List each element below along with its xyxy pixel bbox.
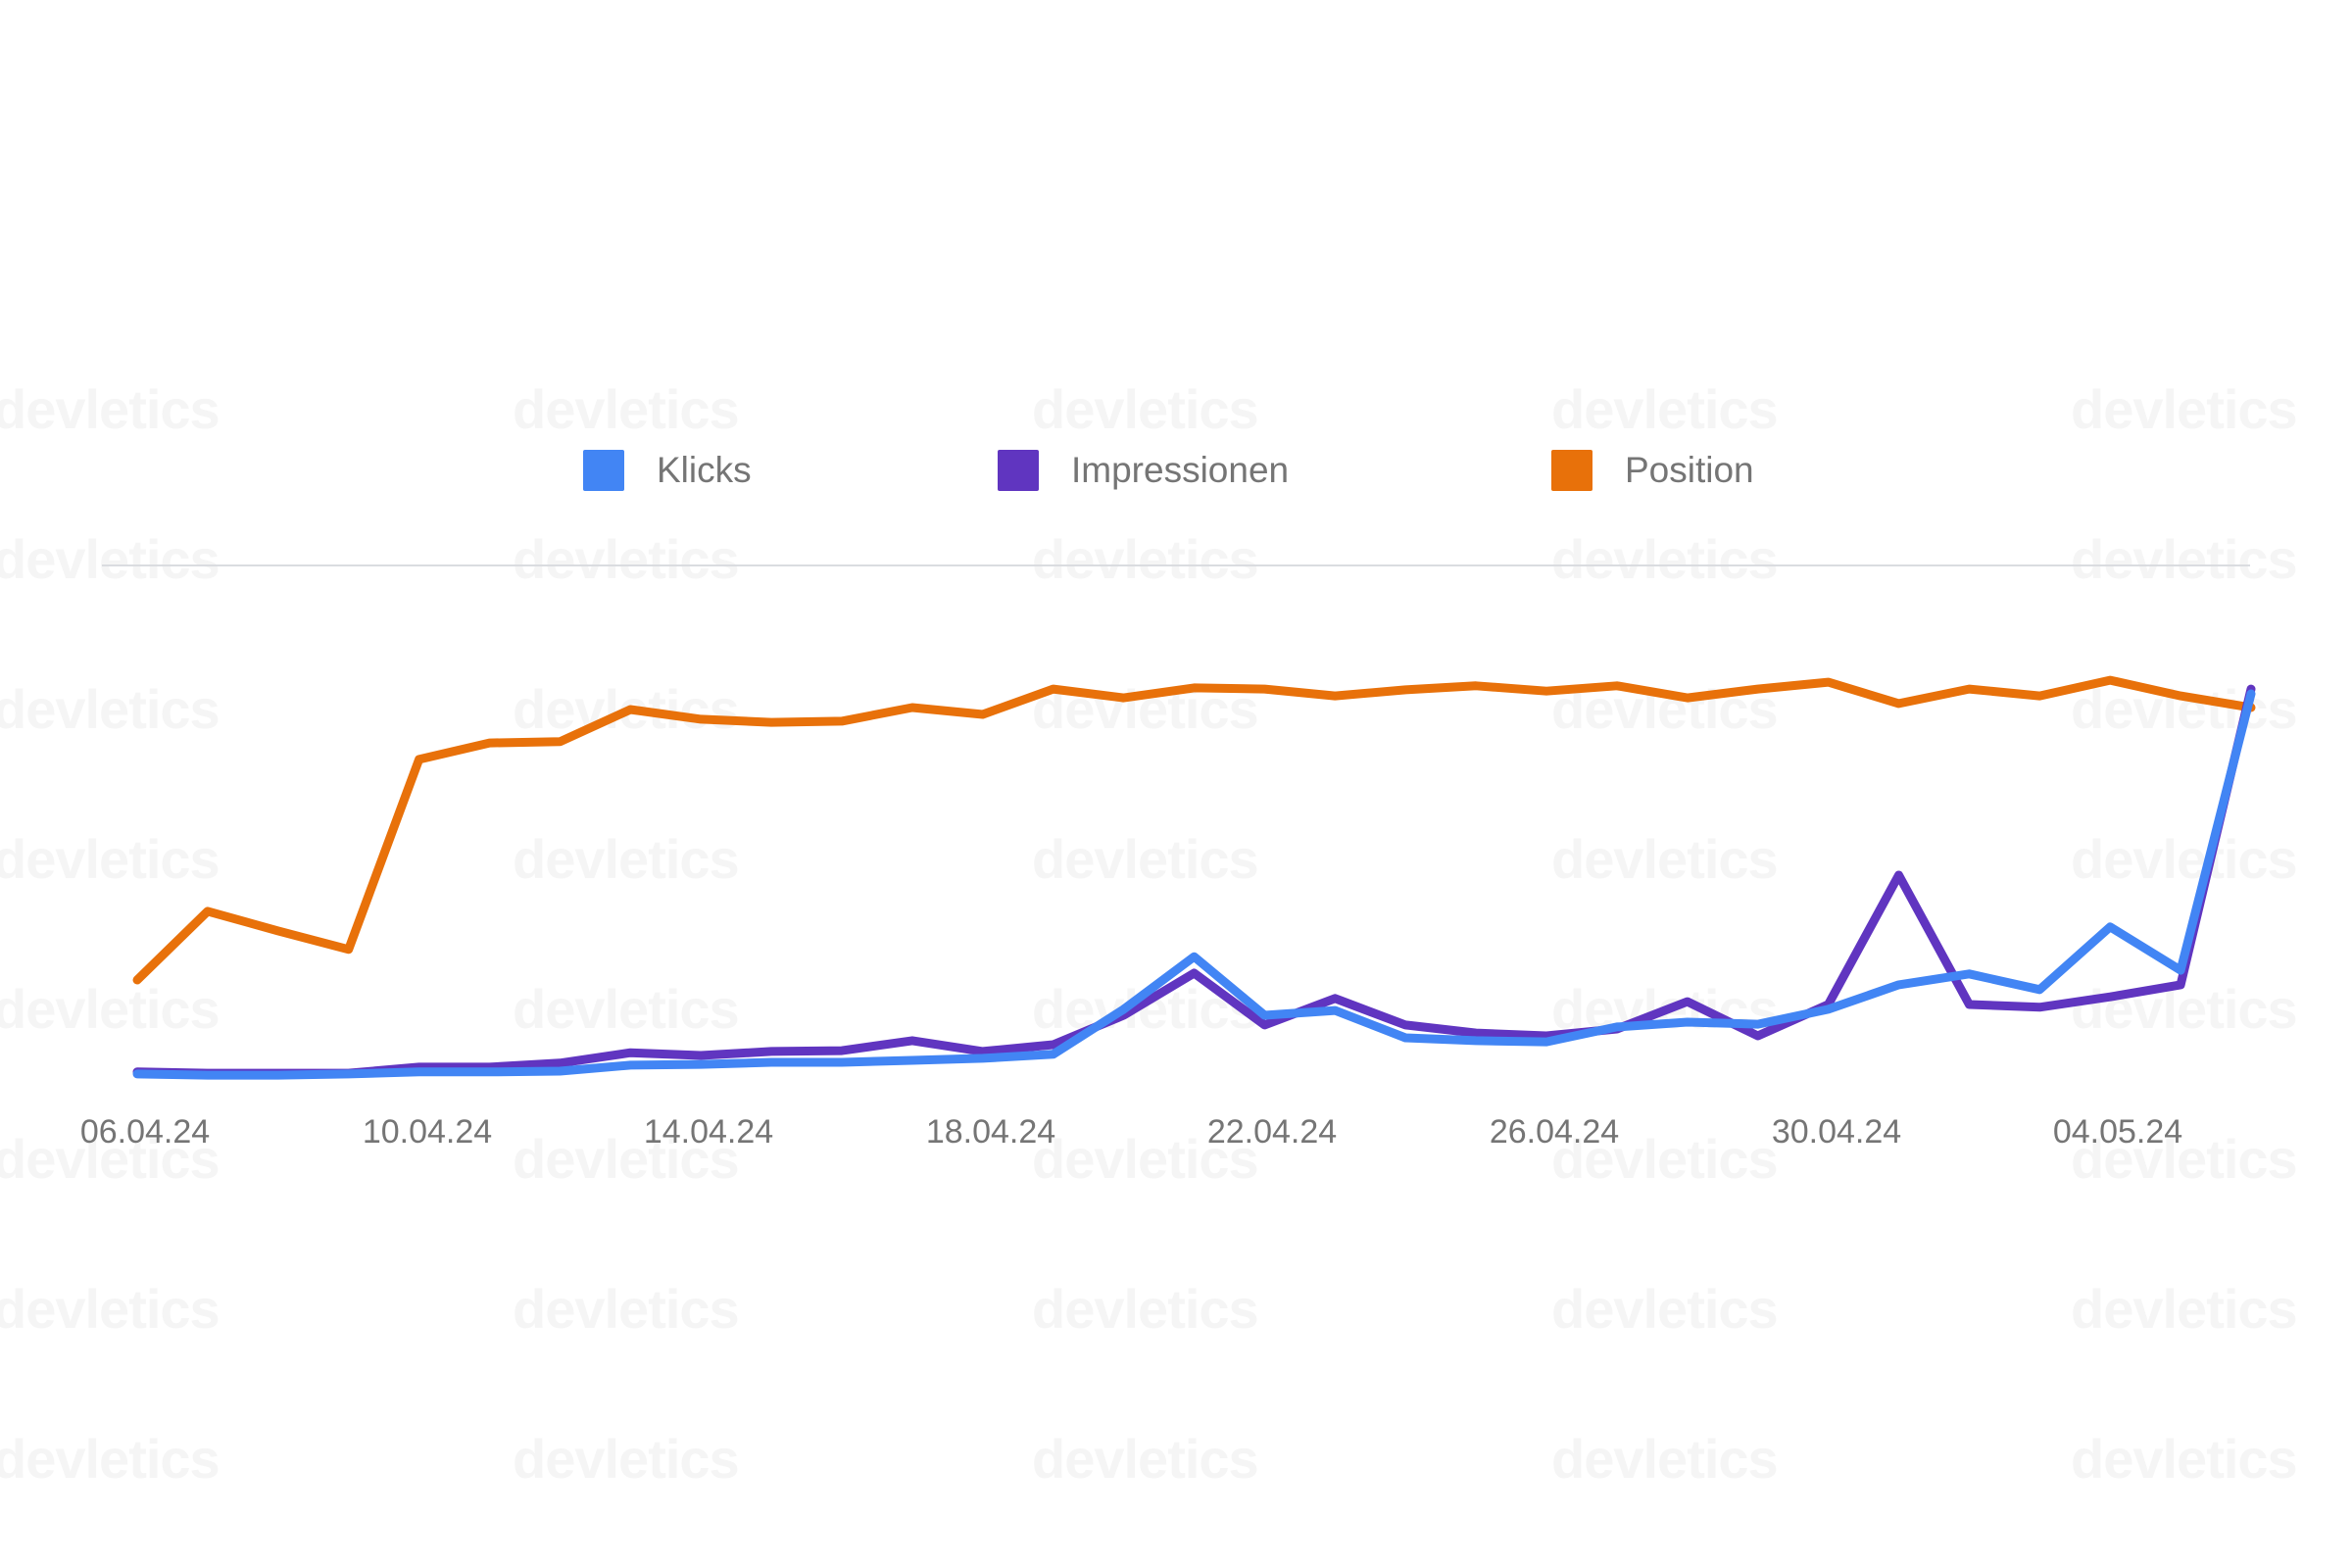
x-tick-label: 06.04.24 bbox=[79, 1113, 211, 1151]
watermark-text: devletics bbox=[1551, 528, 1779, 590]
watermark-text: devletics bbox=[1032, 1128, 1259, 1190]
watermark-text: devletics bbox=[0, 828, 220, 890]
watermark-text: devletics bbox=[513, 1278, 740, 1340]
klicks-swatch bbox=[583, 450, 624, 491]
watermark-text: devletics bbox=[513, 978, 740, 1040]
x-tick-label: 14.04.24 bbox=[643, 1113, 774, 1151]
watermark-text: devletics bbox=[2071, 978, 2298, 1040]
watermark-text: devletics bbox=[2071, 1128, 2298, 1190]
watermark-text: devletics bbox=[1032, 1278, 1259, 1340]
watermark-text: devletics bbox=[513, 378, 740, 440]
watermark-text: devletics bbox=[0, 1428, 220, 1490]
watermark-text: devletics bbox=[2071, 678, 2298, 740]
watermark-text: devletics bbox=[1551, 1128, 1779, 1190]
watermark-text: devletics bbox=[2071, 378, 2298, 440]
x-tick-label: 22.04.24 bbox=[1206, 1113, 1338, 1151]
legend-item-klicks[interactable]: Klicks bbox=[583, 449, 752, 492]
legend-label-impressionen: Impressionen bbox=[1071, 450, 1290, 490]
watermark-text: devletics bbox=[0, 1278, 220, 1340]
watermark-text: devletics bbox=[0, 678, 220, 740]
watermark-text: devletics bbox=[1032, 828, 1259, 890]
watermark-text: devletics bbox=[513, 528, 740, 590]
legend-label-position: Position bbox=[1625, 450, 1754, 490]
watermark-text: devletics bbox=[1551, 828, 1779, 890]
watermark-text: devletics bbox=[513, 1428, 740, 1490]
position-swatch bbox=[1551, 450, 1592, 491]
watermark-text: devletics bbox=[2071, 528, 2298, 590]
watermark-text: devletics bbox=[1551, 378, 1779, 440]
watermark-text: devletics bbox=[0, 528, 220, 590]
legend-item-position[interactable]: Position bbox=[1551, 449, 1754, 492]
impressionen-line[interactable] bbox=[132, 684, 2256, 1078]
x-tick-label: 04.05.24 bbox=[2052, 1113, 2183, 1151]
x-tick-label: 10.04.24 bbox=[362, 1113, 493, 1151]
watermark-text: devletics bbox=[1032, 1428, 1259, 1490]
watermark-text: devletics bbox=[513, 1128, 740, 1190]
watermark-text: devletics bbox=[2071, 1428, 2298, 1490]
divider-line bbox=[102, 564, 2250, 566]
watermark-text: devletics bbox=[1032, 528, 1259, 590]
x-tick-label: 18.04.24 bbox=[925, 1113, 1056, 1151]
watermark-text: devletics bbox=[1032, 378, 1259, 440]
watermark-text: devletics bbox=[1551, 1428, 1779, 1490]
watermark-text: devletics bbox=[0, 978, 220, 1040]
position-line[interactable] bbox=[132, 675, 2256, 985]
chart-legend: Klicks Impressionen Position bbox=[0, 449, 2352, 492]
legend-label-klicks: Klicks bbox=[657, 450, 752, 490]
x-tick-label: 26.04.24 bbox=[1489, 1113, 1620, 1151]
legend-item-impressionen[interactable]: Impressionen bbox=[998, 449, 1289, 492]
watermark-text: devletics bbox=[0, 378, 220, 440]
watermark-text: devletics bbox=[2071, 1278, 2298, 1340]
watermark-text: devletics bbox=[1551, 1278, 1779, 1340]
x-axis: 06.04.24 10.04.24 14.04.24 18.04.24 22.0… bbox=[0, 1113, 2352, 1156]
impressionen-swatch bbox=[998, 450, 1039, 491]
watermark-text: devletics bbox=[0, 1128, 220, 1190]
watermark-text: devletics bbox=[513, 828, 740, 890]
klicks-line[interactable] bbox=[132, 689, 2256, 1080]
watermark-text: devletics bbox=[2071, 828, 2298, 890]
x-tick-label: 30.04.24 bbox=[1771, 1113, 1902, 1151]
